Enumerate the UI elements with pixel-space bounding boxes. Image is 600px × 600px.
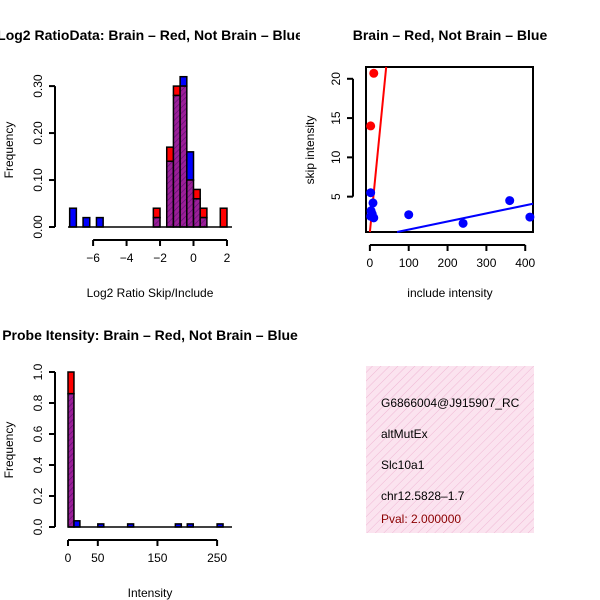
ratio-bar-overlap-8 xyxy=(192,198,201,228)
scatter-point-not-brain-8 xyxy=(505,196,515,206)
scatter-xtick-label-2: 200 xyxy=(438,256,458,270)
ratio-ytick-label-1: 0.10 xyxy=(31,168,45,192)
scatter-point-not-brain-7 xyxy=(458,218,468,228)
intensity-xlabel: Intensity xyxy=(128,586,173,600)
intensity-axes: 0 50 150 250 0.0 0.2 0.4 0.6 0.8 1.0 xyxy=(31,363,227,565)
info-gene: Slc10a1 xyxy=(381,458,425,472)
scatter-xtick-label-0: 0 xyxy=(367,256,374,270)
intensity-histogram: Probe Itensity: Brain – Red, Not Brain –… xyxy=(2,327,298,600)
info-background xyxy=(366,366,534,533)
ratio-bar-brain-9 xyxy=(199,207,208,219)
scatter-point-brain-0 xyxy=(369,68,379,78)
intensity-ylabel: Frequency xyxy=(2,422,16,479)
scatter-point-not-brain-1 xyxy=(368,198,378,208)
ratio-bar-overlap-9 xyxy=(199,216,208,228)
ratio-bar-not-brain-1 xyxy=(82,216,91,228)
scatter-xlabel: include intensity xyxy=(407,286,492,300)
info-event-type: altMutEx xyxy=(381,427,428,441)
ratio-ytick-label-3: 0.30 xyxy=(31,74,45,98)
ratio-bar-not-brain-2 xyxy=(95,216,104,228)
scatter-axes: 0 100 200 300 400 5 10 15 20 xyxy=(329,72,536,270)
intensity-bar-brain-0 xyxy=(67,371,75,395)
ratio-title: Log2 RatioData: Brain – Red, Not Brain –… xyxy=(0,27,303,43)
scatter-fit-line-not-brain xyxy=(396,202,534,233)
scatter-ytick-label-3: 20 xyxy=(329,72,343,86)
scatter-ytick-label-0: 5 xyxy=(329,193,343,200)
info-pval: Pval: 2.000000 xyxy=(381,512,461,526)
intensity-xtick-label-0: 0 xyxy=(65,551,72,565)
scatter-frame xyxy=(365,66,534,233)
scatter-xtick-label-4: 400 xyxy=(515,256,535,270)
ratio-bar-not-brain-0 xyxy=(68,207,78,228)
ratio-bar-overlap-6 xyxy=(179,85,188,228)
scatter-plot: Brain – Red, Not Brain – Blue 0 100 200 300… xyxy=(303,27,547,300)
intensity-bar-not-brain-1 xyxy=(73,520,81,528)
scatter-ytick-label-1: 10 xyxy=(329,150,343,164)
intensity-ytick-label-5: 1.0 xyxy=(31,363,45,380)
scatter-ylabel: skip intensity xyxy=(303,116,317,185)
ratio-xtick-label-4: 2 xyxy=(224,251,231,265)
ratio-xlabel: Log2 Ratio Skip/Include xyxy=(87,286,214,300)
info-probe-id: G6866004@J915907_RC xyxy=(381,396,520,410)
info-panel: G6866004@J915907_RC altMutEx Slc10a1 chr… xyxy=(366,366,534,533)
intensity-ytick-label-0: 0.0 xyxy=(31,518,45,535)
ratio-xtick-label-0: −6 xyxy=(86,251,100,265)
ratio-bar-brain-10 xyxy=(219,207,228,228)
ratio-ytick-label-0: 0.00 xyxy=(31,215,45,239)
ratio-ylabel: Frequency xyxy=(2,122,16,179)
scatter-xtick-label-1: 100 xyxy=(399,256,419,270)
scatter-xtick-label-3: 300 xyxy=(476,256,496,270)
ratio-xtick-label-2: −2 xyxy=(153,251,167,265)
ratio-bar-not-brain-7 xyxy=(186,151,195,181)
info-text-clip: G6866004@J915907_RC altMutEx Slc10a1 chr… xyxy=(381,396,520,526)
ratio-axes: −6 −4 −2 0 2 0.00 0.10 0.20 0.30 xyxy=(31,74,231,265)
scatter-point-not-brain-9 xyxy=(525,212,535,222)
info-location: chr12.5828–1.7 xyxy=(381,489,465,503)
intensity-ytick-label-3: 0.6 xyxy=(31,425,45,442)
scatter-content xyxy=(366,66,535,233)
scatter-point-not-brain-0 xyxy=(366,188,376,198)
intensity-xtick-label-3: 250 xyxy=(207,551,227,565)
ratio-bar-not-brain-6 xyxy=(179,75,188,87)
ratio-bars xyxy=(68,75,232,228)
intensity-bars xyxy=(67,371,232,528)
ratio-bar-overlap-4 xyxy=(165,160,175,228)
scatter-point-brain-1 xyxy=(366,121,376,131)
ratio-xtick-label-1: −4 xyxy=(120,251,134,265)
ratio-bar-brain-4 xyxy=(165,146,175,162)
ratio-bar-overlap-3 xyxy=(152,216,161,228)
scatter-point-not-brain-5 xyxy=(369,213,379,223)
intensity-ytick-label-2: 0.4 xyxy=(31,456,45,473)
ratio-histogram: Log2 RatioData: Brain – Red, Not Brain –… xyxy=(0,27,303,300)
intensity-bar-overlap-0 xyxy=(67,392,75,528)
ratio-bar-brain-3 xyxy=(152,207,161,219)
intensity-xtick-label-2: 150 xyxy=(147,551,167,565)
ratio-bar-brain-8 xyxy=(192,188,201,200)
intensity-ytick-label-1: 0.2 xyxy=(31,487,45,504)
scatter-point-not-brain-6 xyxy=(404,210,414,220)
ratio-xtick-label-3: 0 xyxy=(190,251,197,265)
ratio-bar-brain-5 xyxy=(172,85,181,97)
intensity-xtick-label-1: 50 xyxy=(91,551,105,565)
scatter-title: Brain – Red, Not Brain – Blue xyxy=(353,27,548,43)
ratio-bar-overlap-5 xyxy=(172,94,181,228)
ratio-ytick-label-2: 0.20 xyxy=(31,121,45,145)
intensity-title: Probe Itensity: Brain – Red, Not Brain –… xyxy=(2,327,298,343)
scatter-ytick-label-2: 15 xyxy=(329,111,343,125)
intensity-ytick-label-4: 0.8 xyxy=(31,394,45,411)
ratio-bar-overlap-7 xyxy=(186,179,195,228)
